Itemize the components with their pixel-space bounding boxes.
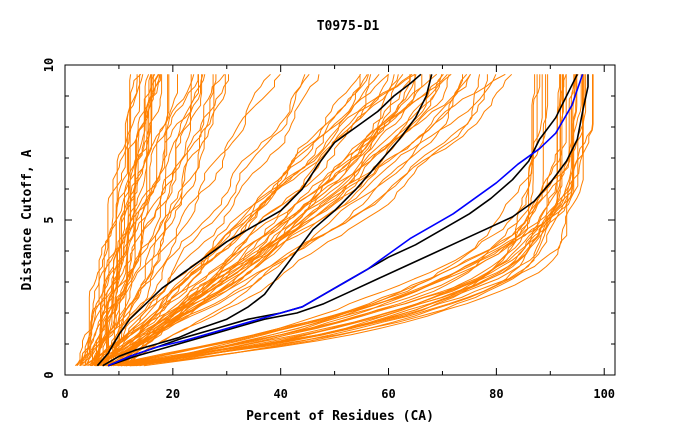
model-curve-9 — [101, 74, 217, 366]
highlight-curve-3 — [107, 74, 589, 367]
model-curve-15 — [91, 74, 154, 366]
model-curve-28 — [91, 74, 161, 366]
model-curve-16 — [84, 74, 192, 366]
highlight-curve-4 — [107, 74, 584, 367]
x-tick-label: 20 — [166, 387, 180, 401]
model-curve-30 — [96, 74, 153, 366]
model-curve-35 — [90, 74, 362, 367]
model-curve-87 — [121, 74, 561, 367]
model-curve-45 — [87, 73, 404, 367]
x-tick-label: 100 — [593, 387, 615, 401]
model-curve-73 — [108, 74, 583, 367]
model-curve-52 — [91, 74, 395, 367]
model-curve-78 — [117, 74, 577, 367]
model-curve-93 — [139, 74, 543, 367]
x-tick-label: 80 — [489, 387, 503, 401]
model-curve-22 — [79, 74, 229, 366]
y-tick-label: 10 — [42, 58, 56, 72]
model-curve-21 — [89, 74, 203, 366]
highlight-curve-1 — [102, 74, 433, 367]
model-curve-56 — [97, 73, 416, 367]
model-curve-20 — [76, 74, 144, 367]
model-curve-11 — [79, 74, 160, 366]
model-curve-89 — [105, 74, 587, 367]
highlighted-curves — [96, 73, 589, 367]
model-curve-88 — [112, 74, 567, 367]
highlight-curve-0 — [96, 73, 422, 367]
model-curve-65 — [111, 74, 450, 367]
model-curve-90 — [102, 74, 541, 367]
model-curve-68 — [125, 74, 471, 367]
highlight-curve-2 — [107, 73, 579, 367]
model-curve-85 — [123, 74, 575, 367]
model-curve-69 — [94, 74, 463, 367]
model-curve-23 — [95, 73, 225, 366]
model-curve-17 — [76, 73, 142, 366]
axis-ticks: 0 20 40 60 80 100 0 5 10 — [42, 58, 615, 401]
model-curve-31 — [103, 74, 226, 367]
model-curve-50 — [94, 74, 320, 367]
model-curve-55 — [84, 73, 413, 367]
model-curve-6 — [104, 74, 178, 367]
chart-title: T0975-D1 — [317, 19, 380, 34]
model-curve-63 — [96, 73, 513, 367]
model-curve-96 — [120, 74, 567, 367]
model-curve-66 — [102, 73, 448, 367]
x-tick-label: 40 — [273, 387, 287, 401]
model-curve-64 — [123, 74, 481, 367]
model-curve-71 — [98, 73, 506, 367]
y-tick-label: 0 — [42, 371, 56, 378]
model-curve-67 — [117, 73, 444, 367]
model-curve-19 — [91, 74, 206, 366]
y-tick-label: 5 — [42, 216, 56, 223]
model-curve-48 — [99, 74, 306, 367]
y-axis-label: Distance Cutoff, A — [20, 149, 35, 290]
model-curve-70 — [109, 74, 471, 367]
x-tick-label: 60 — [381, 387, 395, 401]
x-axis-label: Percent of Residues (CA) — [246, 409, 434, 424]
model-curve-27 — [108, 74, 169, 366]
model-curve-97 — [135, 74, 577, 367]
x-tick-label: 0 — [61, 387, 68, 401]
model-curve-46 — [83, 74, 369, 367]
model-curve-82 — [126, 74, 536, 367]
model-curve-41 — [94, 73, 310, 366]
model-curves — [74, 73, 594, 367]
model-curve-24 — [80, 74, 204, 366]
